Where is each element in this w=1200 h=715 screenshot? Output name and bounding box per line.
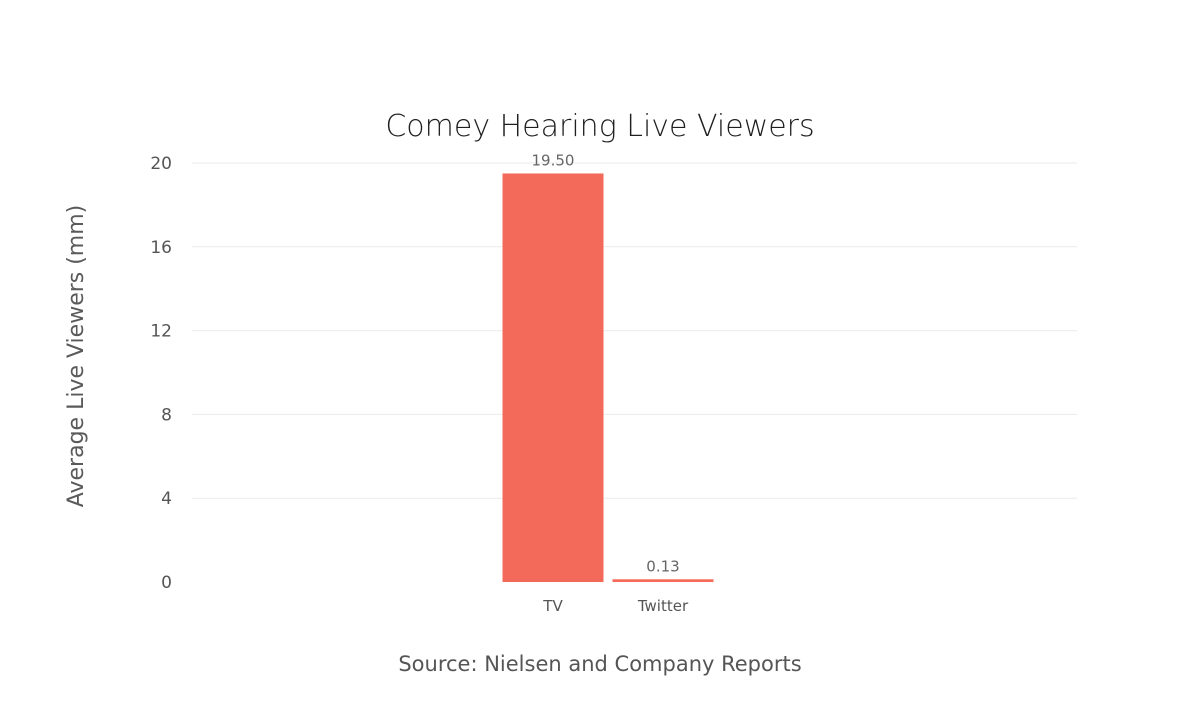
- x-category-label: Twitter: [637, 597, 689, 615]
- bar-tv: [502, 173, 604, 582]
- y-tick-label: 8: [161, 405, 172, 425]
- y-tick-label: 4: [161, 489, 172, 509]
- data-label: 19.50: [532, 151, 575, 169]
- y-axis-ticks: 0 4 8 12 16 20: [150, 154, 172, 593]
- bar-twitter: [612, 579, 714, 582]
- y-axis-label: Average Live Viewers (mm): [64, 205, 89, 508]
- chart-title: Comey Hearing Live Viewers: [385, 109, 814, 144]
- y-tick-label: 0: [161, 573, 172, 593]
- y-tick-label: 16: [150, 238, 172, 258]
- x-category-label: TV: [542, 597, 563, 615]
- bars: [502, 173, 714, 582]
- gridlines: [192, 162, 1077, 499]
- y-tick-label: 12: [150, 322, 172, 342]
- x-axis-categories: TV Twitter: [542, 597, 689, 615]
- source-note: Source: Nielsen and Company Reports: [398, 652, 801, 676]
- y-tick-label: 20: [150, 154, 172, 174]
- data-labels: 19.50 0.13: [532, 151, 680, 575]
- data-label: 0.13: [646, 557, 679, 575]
